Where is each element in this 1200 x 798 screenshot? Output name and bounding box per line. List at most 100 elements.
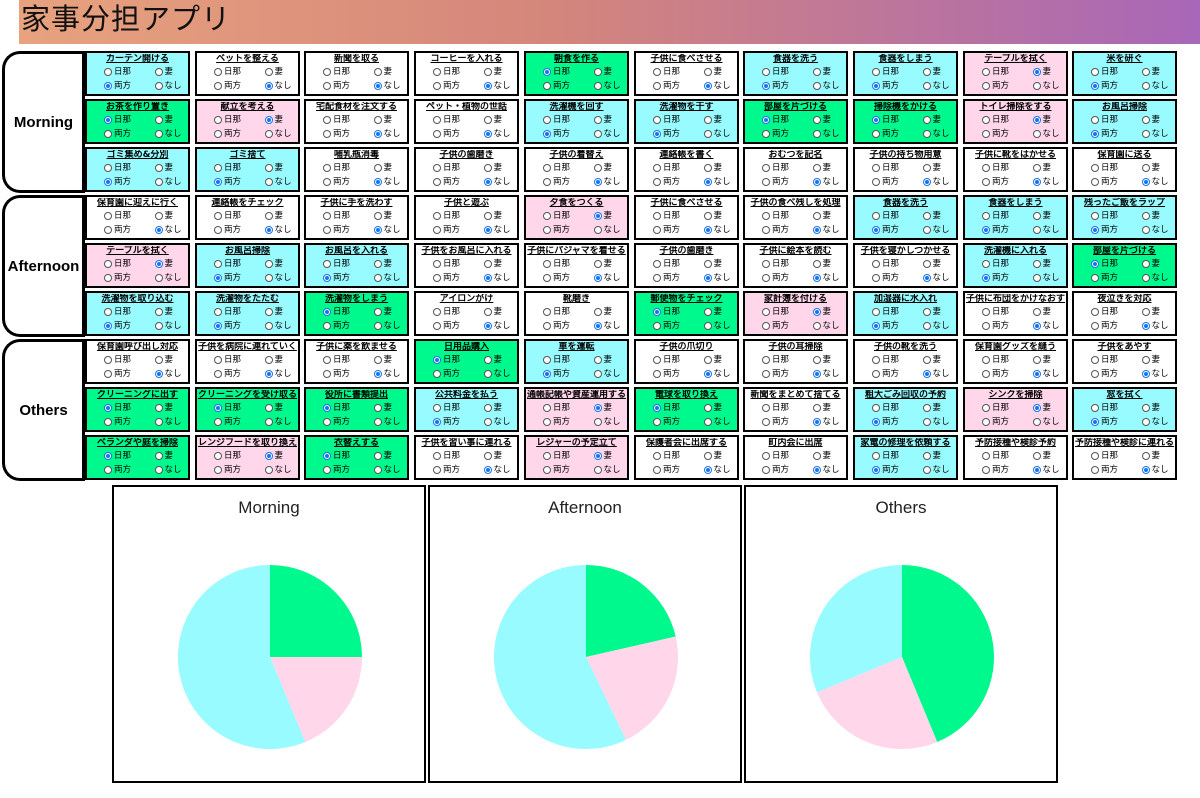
task-name-link[interactable]: 保育園呼び出し対応 [96, 342, 178, 352]
radio-both[interactable] [982, 226, 990, 234]
radio-option-both[interactable]: 両方 [306, 369, 357, 380]
radio-option-none[interactable]: なし [1125, 177, 1176, 188]
radio-both[interactable] [1091, 466, 1099, 474]
radio-husband[interactable] [1091, 404, 1099, 412]
radio-option-both[interactable]: 両方 [526, 81, 577, 92]
radio-none[interactable] [483, 466, 492, 474]
task-name-link[interactable]: 保育園グッズを縫う [974, 342, 1056, 352]
radio-option-none[interactable]: なし [138, 81, 189, 92]
radio-option-none[interactable]: なし [467, 417, 518, 428]
radio-husband[interactable] [214, 212, 222, 220]
radio-wife[interactable] [264, 68, 273, 76]
radio-both[interactable] [323, 178, 331, 186]
radio-option-wife[interactable]: 妻 [1016, 211, 1067, 222]
radio-option-both[interactable]: 両方 [416, 417, 467, 428]
radio-wife[interactable] [593, 308, 602, 316]
radio-wife[interactable] [483, 68, 492, 76]
radio-both[interactable] [543, 418, 551, 426]
radio-option-none[interactable]: なし [1016, 369, 1067, 380]
radio-option-husband[interactable]: 日那 [965, 403, 1016, 414]
radio-option-none[interactable]: なし [248, 417, 299, 428]
task-name-link[interactable]: 子供をお風呂に入れる [421, 246, 512, 256]
radio-option-wife[interactable]: 妻 [687, 115, 738, 126]
radio-option-husband[interactable]: 日那 [197, 403, 248, 414]
radio-option-wife[interactable]: 妻 [577, 163, 628, 174]
radio-both[interactable] [653, 130, 661, 138]
radio-option-none[interactable]: なし [357, 417, 408, 428]
radio-option-both[interactable]: 両方 [526, 417, 577, 428]
radio-option-wife[interactable]: 妻 [796, 259, 847, 270]
radio-wife[interactable] [373, 308, 382, 316]
radio-option-none[interactable]: なし [796, 321, 847, 332]
radio-husband[interactable] [1091, 308, 1099, 316]
radio-option-wife[interactable]: 妻 [796, 403, 847, 414]
radio-none[interactable] [812, 322, 821, 330]
task-name-link[interactable]: 子供の靴を洗う [873, 342, 937, 352]
radio-wife[interactable] [1032, 356, 1041, 364]
radio-husband[interactable] [323, 116, 331, 124]
radio-option-both[interactable]: 両方 [636, 129, 687, 140]
radio-both[interactable] [323, 82, 331, 90]
radio-option-husband[interactable]: 日那 [745, 67, 796, 78]
radio-option-both[interactable]: 両方 [526, 177, 577, 188]
radio-option-none[interactable]: なし [138, 177, 189, 188]
task-name-link[interactable]: 子供に食べさせる [650, 54, 723, 64]
radio-option-none[interactable]: なし [467, 465, 518, 476]
radio-wife[interactable] [264, 212, 273, 220]
radio-both[interactable] [543, 178, 551, 186]
task-name-link[interactable]: 洗濯機に入れる [983, 246, 1047, 256]
radio-option-husband[interactable]: 日那 [197, 115, 248, 126]
radio-option-both[interactable]: 両方 [636, 81, 687, 92]
radio-none[interactable] [483, 130, 492, 138]
radio-none[interactable] [1032, 322, 1041, 330]
radio-option-wife[interactable]: 妻 [577, 355, 628, 366]
radio-option-wife[interactable]: 妻 [248, 403, 299, 414]
radio-option-husband[interactable]: 日那 [306, 211, 357, 222]
radio-option-husband[interactable]: 日那 [526, 259, 577, 270]
radio-husband[interactable] [214, 260, 222, 268]
radio-none[interactable] [154, 466, 163, 474]
radio-option-both[interactable]: 両方 [197, 417, 248, 428]
radio-husband[interactable] [982, 404, 990, 412]
radio-wife[interactable] [483, 308, 492, 316]
task-name-link[interactable]: お風呂を入れる [324, 246, 388, 256]
radio-option-both[interactable]: 両方 [306, 273, 357, 284]
radio-husband[interactable] [762, 308, 770, 316]
radio-option-husband[interactable]: 日那 [855, 67, 906, 78]
radio-option-wife[interactable]: 妻 [357, 307, 408, 318]
radio-option-both[interactable]: 両方 [965, 369, 1016, 380]
radio-both[interactable] [323, 466, 331, 474]
radio-husband[interactable] [433, 164, 441, 172]
radio-option-wife[interactable]: 妻 [467, 163, 518, 174]
task-name-link[interactable]: 子供にパジャマを着せる [527, 246, 626, 256]
radio-option-none[interactable]: なし [248, 177, 299, 188]
radio-husband[interactable] [433, 212, 441, 220]
task-name-link[interactable]: 哺乳瓶消毒 [333, 150, 379, 160]
radio-option-wife[interactable]: 妻 [1016, 403, 1067, 414]
radio-wife[interactable] [1032, 68, 1041, 76]
radio-option-both[interactable]: 両方 [745, 417, 796, 428]
radio-option-husband[interactable]: 日那 [745, 115, 796, 126]
radio-none[interactable] [703, 418, 712, 426]
task-name-link[interactable]: 町内会に出席 [768, 438, 823, 448]
radio-option-none[interactable]: なし [577, 273, 628, 284]
radio-option-wife[interactable]: 妻 [577, 451, 628, 462]
radio-option-wife[interactable]: 妻 [248, 451, 299, 462]
task-name-link[interactable]: おむつを記名 [768, 150, 823, 160]
radio-option-none[interactable]: なし [906, 321, 957, 332]
radio-none[interactable] [1141, 226, 1150, 234]
radio-husband[interactable] [1091, 116, 1099, 124]
radio-option-wife[interactable]: 妻 [1016, 259, 1067, 270]
task-name-link[interactable]: 子供の持ち物用意 [869, 150, 942, 160]
radio-none[interactable] [264, 130, 273, 138]
radio-husband[interactable] [433, 68, 441, 76]
radio-option-both[interactable]: 両方 [855, 273, 906, 284]
radio-husband[interactable] [323, 452, 331, 460]
radio-none[interactable] [264, 466, 273, 474]
radio-option-none[interactable]: なし [796, 177, 847, 188]
radio-option-husband[interactable]: 日那 [416, 259, 467, 270]
radio-husband[interactable] [982, 308, 990, 316]
radio-wife[interactable] [922, 116, 931, 124]
radio-option-none[interactable]: なし [796, 129, 847, 140]
radio-option-husband[interactable]: 日那 [636, 307, 687, 318]
